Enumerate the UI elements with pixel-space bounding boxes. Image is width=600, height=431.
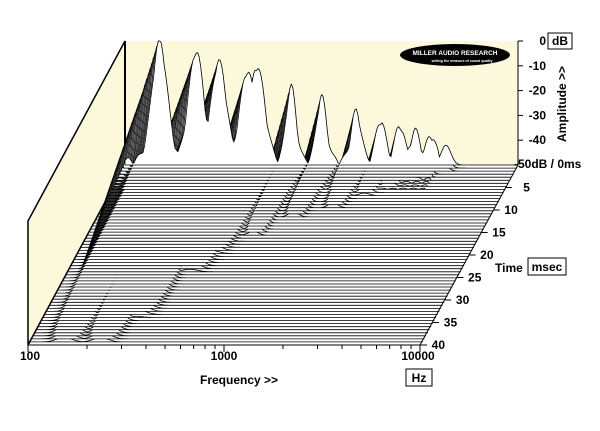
hz-unit-label: Hz — [412, 371, 427, 385]
frequency-tick-10000: 10000 — [401, 349, 435, 363]
time-tick-label: 15 — [492, 226, 506, 240]
msec-unit-label: msec — [532, 260, 563, 274]
time-tick-label: 30 — [456, 293, 470, 307]
waterfall-slices — [27, 40, 519, 346]
amplitude-tick-label: -10 — [529, 59, 547, 73]
time-tick-label: 5 — [523, 181, 530, 195]
frequency-axis-label: Frequency >> — [200, 373, 278, 387]
frequency-ticks — [27, 345, 421, 352]
hz-unit-box — [405, 368, 433, 387]
time-tick-label: 35 — [444, 316, 458, 330]
logo-name: MILLER AUDIO RESEARCH — [413, 50, 498, 57]
time-axis-label: Time — [495, 261, 523, 275]
time-tick-label: 20 — [480, 248, 494, 262]
amplitude-tick-label: 0 — [539, 34, 546, 48]
msec-unit-box — [527, 257, 567, 276]
frequency-tick-100: 100 — [20, 349, 40, 363]
time-ticks: 5 10 15 20 25 30 35 40 — [421, 181, 530, 352]
time-tick-label: 25 — [468, 271, 482, 285]
miller-audio-research-logo: MILLER AUDIO RESEARCH setting the measur… — [400, 44, 510, 66]
time-tick-label: 40 — [432, 338, 446, 352]
amplitude-bottom-tick: -50dB / 0ms — [514, 157, 582, 171]
amplitude-tick-label: -40 — [529, 133, 547, 147]
logo-ellipse — [400, 44, 510, 66]
time-tick-label: 10 — [504, 203, 518, 217]
amplitude-tick-label: -30 — [529, 108, 547, 122]
waterfall-slice — [124, 40, 519, 166]
amplitude-axis-label: Amplitude >> — [555, 66, 569, 142]
amplitude-tick-label: -20 — [529, 84, 547, 98]
amplitude-ticks: 0 -10 -20 -30 -40 — [518, 34, 546, 147]
floor-right-edge — [419, 164, 519, 346]
db-unit-box — [547, 32, 573, 50]
frequency-tick-1000: 1000 — [211, 349, 238, 363]
db-unit-label: dB — [552, 34, 568, 48]
logo-tagline: setting the measure of sound quality — [431, 59, 492, 63]
